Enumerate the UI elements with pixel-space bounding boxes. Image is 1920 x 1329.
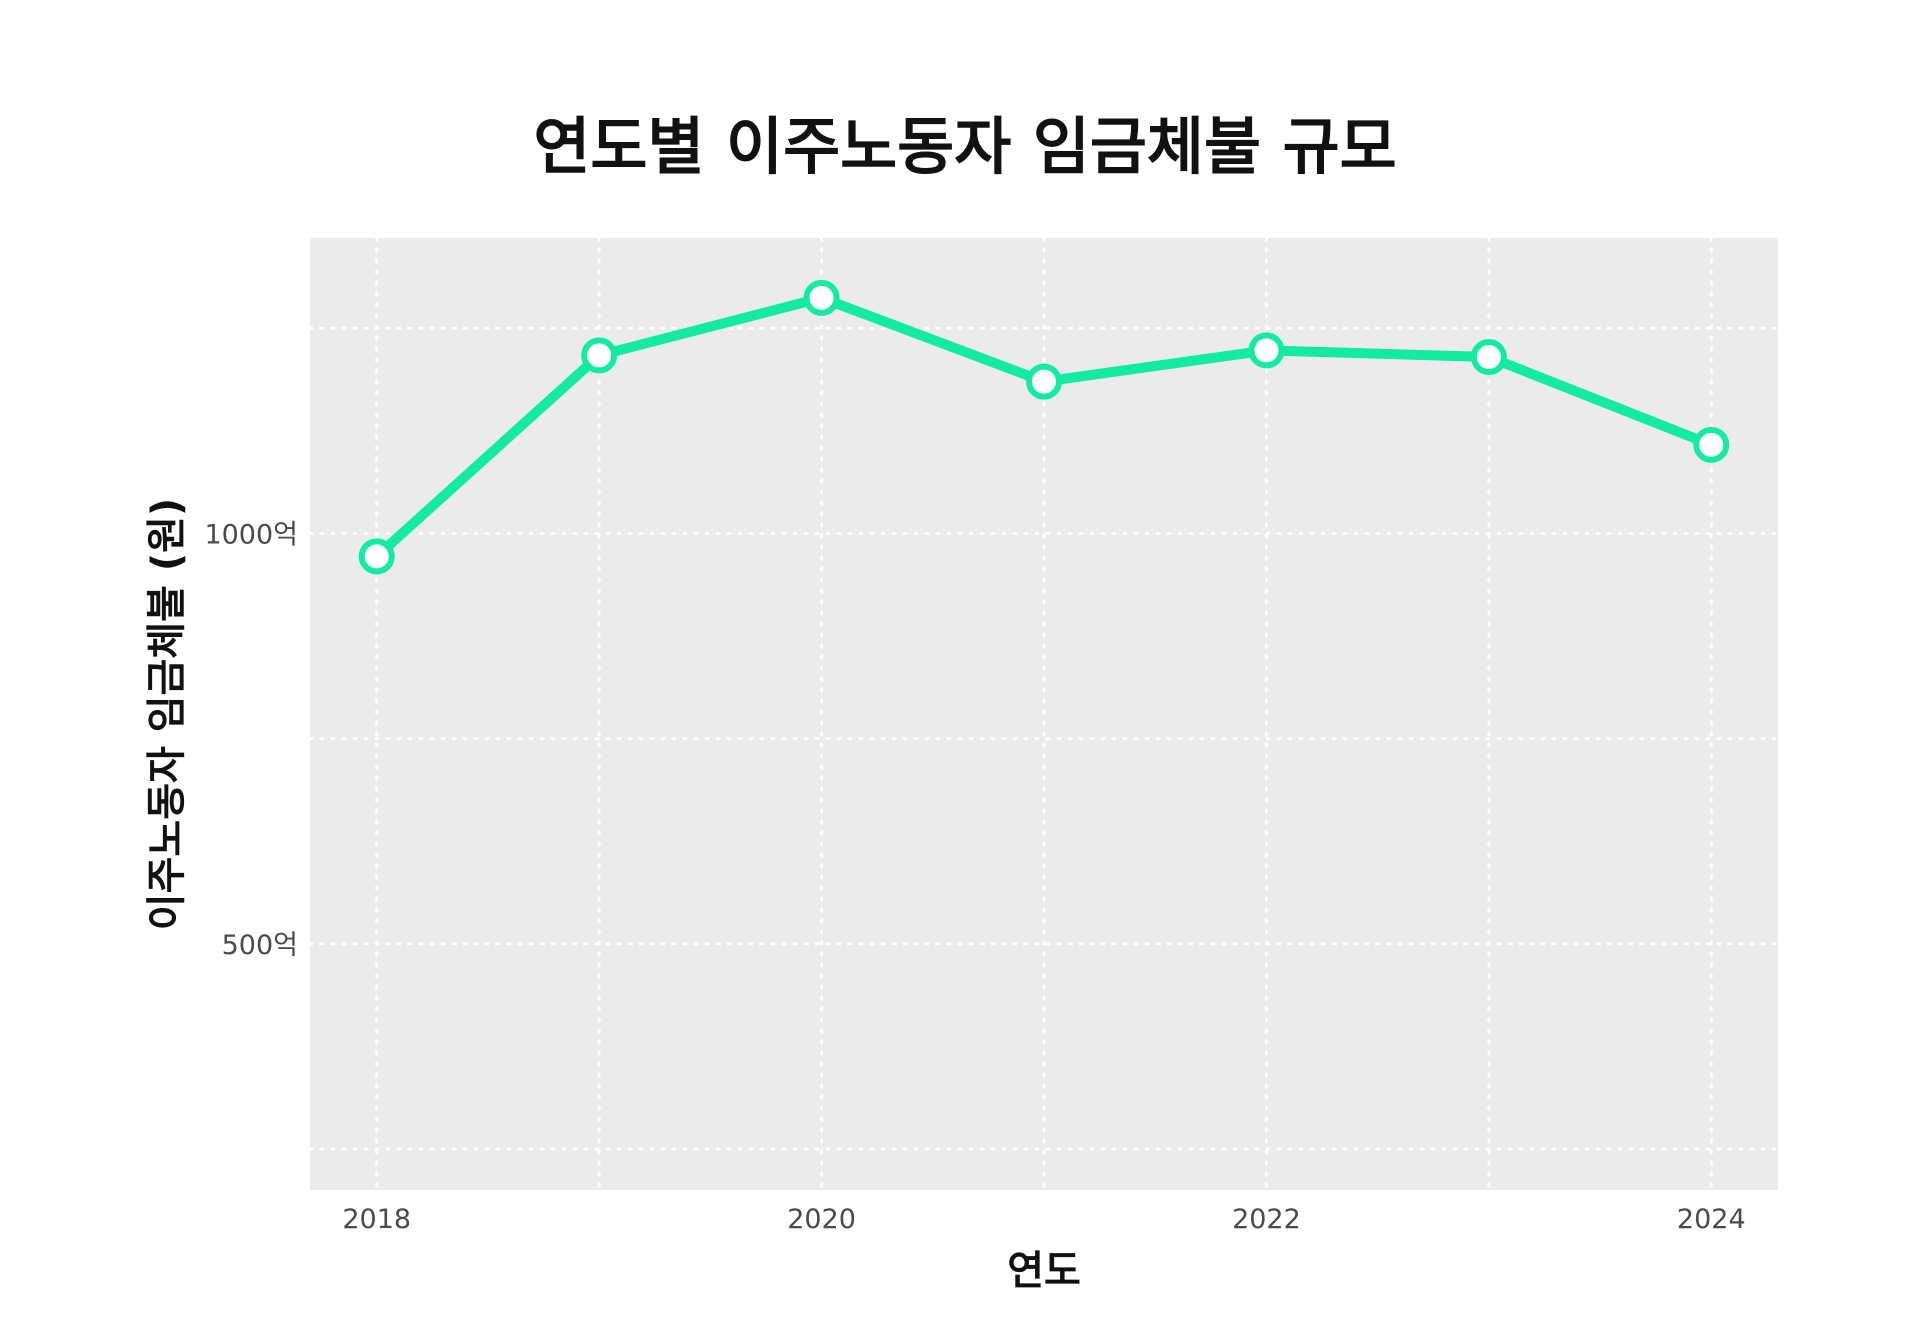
x-axis-title: 연도 [1007,1248,1081,1294]
x-tick-label: 2022 [1232,1204,1301,1235]
data-point [581,337,618,374]
data-point [1248,332,1285,369]
data-point [358,538,395,575]
series-layer [358,279,1730,575]
x-axis-ticks: 2018 2020 2022 2024 [342,1204,1745,1235]
data-point [1026,363,1062,400]
y-tick-label: 500억 [222,930,298,961]
gridlines [308,236,1780,1192]
x-tick-label: 2024 [1677,1204,1746,1235]
y-axis-ticks: 500억 1000억 [204,519,298,960]
data-point [1470,339,1507,375]
y-tick-label: 1000억 [204,519,298,550]
chart-title: 연도별 이주노동자 임금체불 규모 [533,110,1396,183]
data-point [1693,426,1730,463]
x-tick-label: 2018 [342,1204,411,1235]
y-axis-title: 이주노동자 임금체불 (원) [144,498,190,930]
data-point [803,279,840,316]
x-tick-label: 2020 [787,1204,856,1235]
